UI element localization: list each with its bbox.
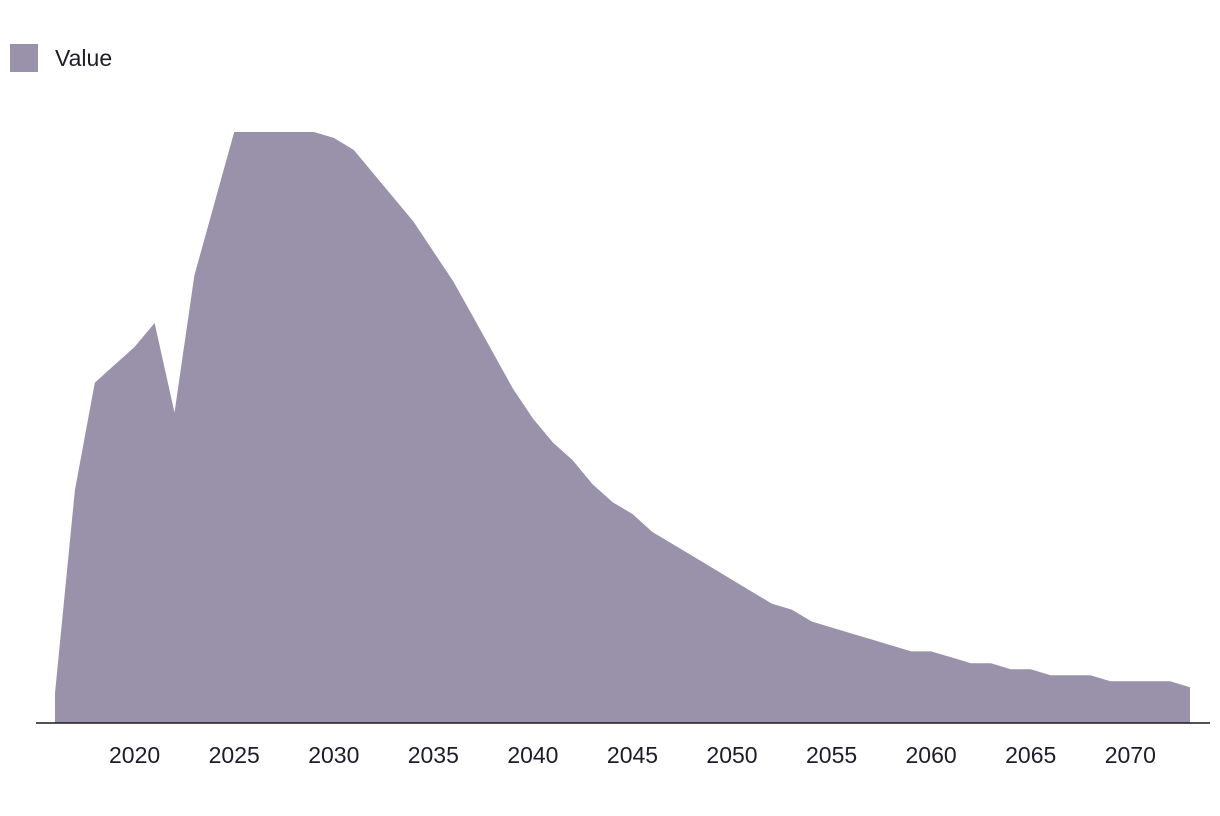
- x-tick-label: 2045: [607, 742, 658, 768]
- x-tick-label: 2035: [408, 742, 459, 768]
- x-tick-label: 2065: [1005, 742, 1056, 768]
- legend-swatch: [10, 44, 38, 72]
- x-tick-label: 2060: [906, 742, 957, 768]
- x-tick-label: 2030: [308, 742, 359, 768]
- x-tick-label: 2020: [109, 742, 160, 768]
- x-tick-label: 2055: [806, 742, 857, 768]
- legend: Value: [10, 44, 112, 72]
- legend-label: Value: [55, 44, 113, 71]
- x-tick-label: 2050: [706, 742, 757, 768]
- area-series-value: [55, 132, 1190, 723]
- x-tick-label: 2070: [1105, 742, 1156, 768]
- x-tick-label: 2025: [209, 742, 260, 768]
- x-tick-label: 2040: [507, 742, 558, 768]
